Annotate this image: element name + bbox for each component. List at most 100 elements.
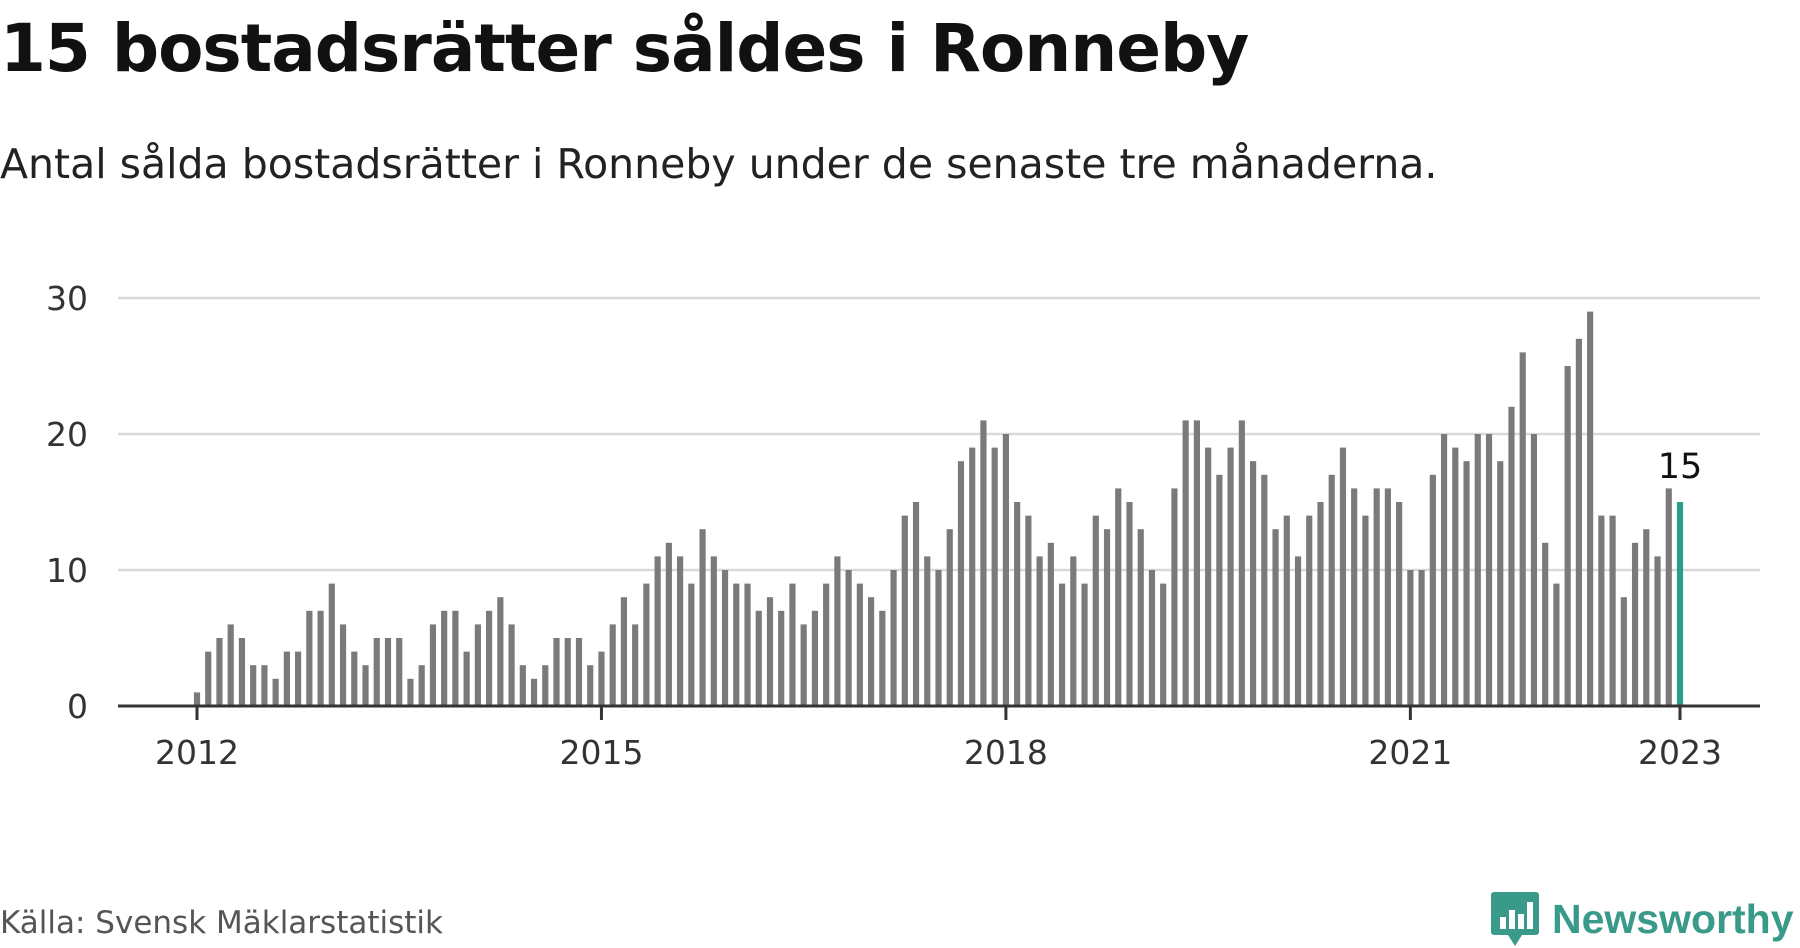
bar <box>1328 474 1335 706</box>
bar <box>328 583 335 706</box>
bar <box>1272 529 1279 706</box>
bar <box>789 583 796 706</box>
bar <box>890 570 897 706</box>
bar <box>1542 542 1549 706</box>
bar <box>1429 474 1436 706</box>
bar <box>216 638 223 706</box>
bar <box>418 665 425 706</box>
bar <box>1519 352 1526 706</box>
bar <box>1609 515 1616 706</box>
bar <box>519 665 526 706</box>
bar <box>1047 542 1054 706</box>
bar <box>609 624 616 706</box>
bar <box>1418 570 1425 706</box>
bar <box>856 583 863 706</box>
bar <box>1306 515 1313 706</box>
brand-name: Newsworthy <box>1552 895 1794 942</box>
bar <box>766 597 774 706</box>
bar <box>261 665 268 706</box>
bar <box>1396 502 1403 706</box>
bar <box>1193 420 1200 706</box>
bar <box>542 665 549 706</box>
bar <box>620 597 628 706</box>
bar <box>957 461 965 706</box>
bar <box>924 556 931 706</box>
bar <box>755 610 762 706</box>
bar <box>778 610 785 706</box>
bar <box>1384 488 1391 706</box>
bar <box>744 583 751 706</box>
bar <box>598 651 605 706</box>
bar <box>1351 488 1358 706</box>
bar <box>317 610 324 706</box>
bar <box>834 556 841 706</box>
bar <box>272 678 279 706</box>
bar <box>654 556 661 706</box>
chart-title: 15 bostadsrätter såldes i Ronneby <box>0 10 1249 87</box>
bar <box>1485 434 1493 706</box>
bar <box>800 624 807 706</box>
bar <box>991 447 998 706</box>
bar <box>1373 488 1380 706</box>
highlight-label: 15 <box>1658 447 1703 487</box>
bar <box>250 665 257 706</box>
bar <box>407 678 414 706</box>
bar <box>396 638 403 706</box>
bar <box>530 678 538 706</box>
bar <box>1620 597 1627 706</box>
bar <box>969 447 976 706</box>
bar <box>1205 447 1212 706</box>
x-tick-label: 2012 <box>155 733 239 772</box>
bar <box>1025 515 1032 706</box>
bar <box>295 651 302 706</box>
highlight-bar <box>1676 502 1684 706</box>
bar <box>1126 502 1133 706</box>
bar <box>1002 434 1009 706</box>
bar <box>1587 311 1594 706</box>
brand[interactable]: Newsworthy <box>1490 890 1794 948</box>
bar <box>1115 488 1122 706</box>
newsworthy-logo-icon <box>1491 892 1539 946</box>
bar <box>980 420 987 706</box>
bar <box>665 542 672 706</box>
bar <box>1182 420 1189 706</box>
bar <box>1216 474 1223 706</box>
bar <box>912 502 920 706</box>
bar <box>1238 420 1245 706</box>
bar <box>643 583 650 706</box>
bar <box>710 556 717 706</box>
bar <box>1081 583 1088 706</box>
bar <box>1553 583 1560 706</box>
source-note: Källa: Svensk Mäklarstatistik <box>0 905 443 941</box>
bar <box>1160 583 1167 706</box>
bar <box>1171 488 1178 706</box>
bar <box>1643 529 1650 706</box>
bar <box>1249 461 1257 706</box>
bar <box>1575 338 1582 706</box>
bar <box>632 624 639 706</box>
bar <box>351 651 358 706</box>
bar <box>452 610 459 706</box>
bar <box>441 610 448 706</box>
bar <box>227 624 234 706</box>
bar <box>879 610 886 706</box>
bar <box>362 665 369 706</box>
bar <box>1497 461 1504 706</box>
bar <box>688 583 695 706</box>
bar <box>486 610 493 706</box>
bar <box>1092 515 1099 706</box>
bar <box>1665 488 1672 706</box>
bar <box>474 624 481 706</box>
bar <box>463 651 470 706</box>
bar <box>553 638 560 706</box>
bar <box>677 556 684 706</box>
bar <box>1530 434 1538 706</box>
bar <box>508 624 515 706</box>
bar <box>1407 570 1414 706</box>
x-tick-label: 2023 <box>1638 733 1722 772</box>
bar <box>1339 447 1347 706</box>
bar <box>868 597 875 706</box>
bar <box>1598 515 1605 706</box>
bar <box>1070 556 1077 706</box>
y-tick-label: 30 <box>46 279 88 318</box>
